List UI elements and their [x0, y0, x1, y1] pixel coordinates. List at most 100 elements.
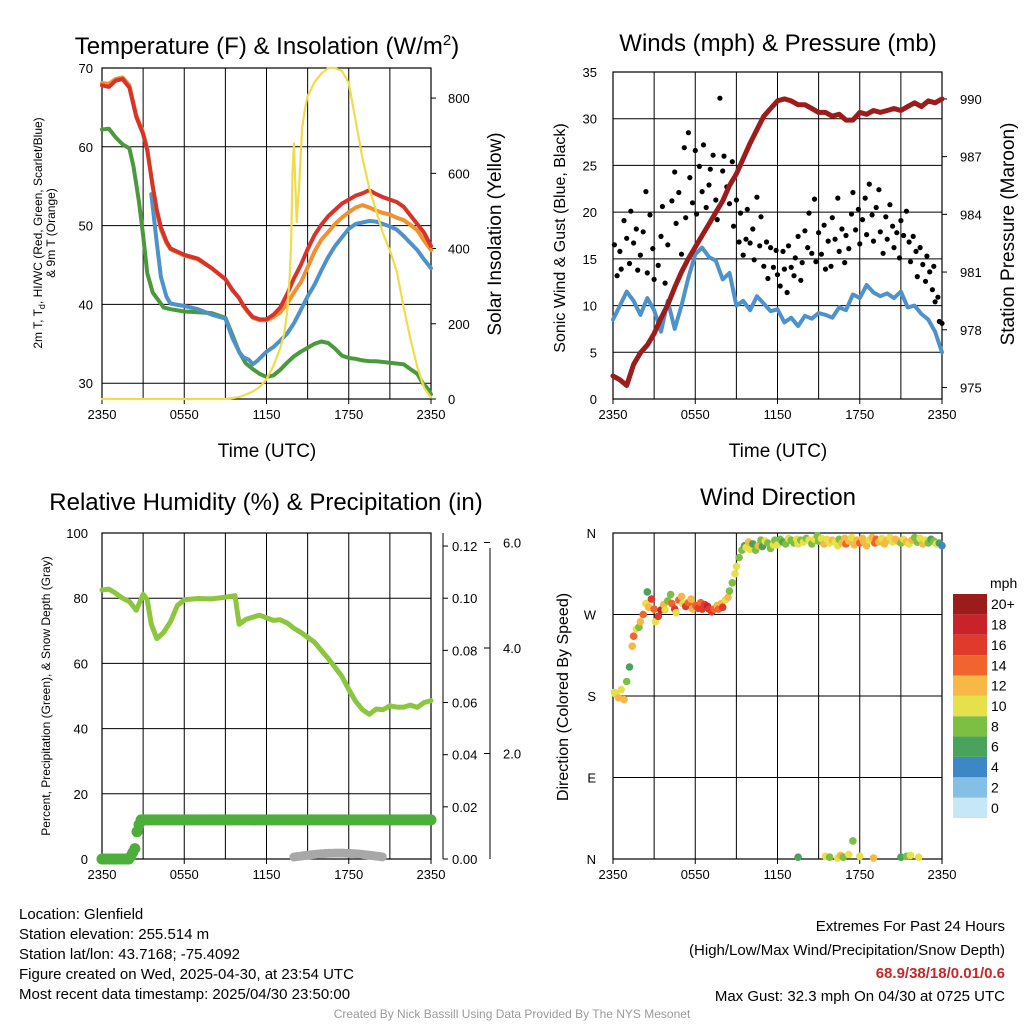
y-tick-label: 0	[81, 852, 88, 867]
direction-point	[639, 610, 647, 619]
temperature-panel: 2350 0550 1150 1750 2350 30 40 50 60 70 0 200 400 600…	[31, 32, 506, 462]
gust-point	[869, 212, 875, 218]
gust-point	[710, 152, 716, 158]
direction-point	[849, 837, 857, 845]
gust-point	[891, 245, 897, 251]
y2-tick-label: 0.02	[452, 800, 477, 815]
gust-point	[876, 187, 882, 193]
gust-point	[676, 189, 682, 196]
y-axis-label: Percent, Precipitation (Green), & Snow D…	[39, 556, 53, 835]
gust-point	[818, 251, 825, 257]
y-axis-label: Direction (Colored By Speed)	[555, 593, 572, 801]
direction-point	[666, 590, 675, 599]
humidity-line	[99, 586, 434, 717]
x-tick-label: 2350	[417, 867, 446, 882]
gust-point	[750, 226, 756, 232]
gust-point	[773, 247, 779, 253]
colorbar-label: 18	[991, 617, 1007, 633]
x-tick-label: 1150	[764, 407, 792, 422]
gust-point	[624, 235, 630, 241]
gust-point	[765, 275, 771, 282]
direction-point	[906, 851, 915, 860]
x-tick-label: 0550	[681, 407, 710, 422]
y2-tick-label: 0.00	[452, 852, 477, 867]
direction-point	[856, 852, 864, 861]
gust-point	[669, 198, 675, 204]
gust-point	[721, 153, 727, 159]
gust-point	[788, 264, 794, 270]
x-tick-label: 1750	[334, 407, 363, 422]
gust-point	[633, 226, 639, 232]
y-tick-label: 40	[79, 297, 93, 312]
gust-point	[910, 233, 916, 239]
gust-point	[873, 204, 879, 211]
temp-series-line-0	[100, 126, 433, 397]
gust-point	[848, 211, 855, 217]
gust-point	[640, 229, 646, 235]
elevation-text: Station elevation: 255.514 m	[19, 926, 210, 943]
colorbar-label: 4	[991, 759, 999, 775]
x-tick-label: 0550	[681, 867, 710, 882]
gust-point	[829, 215, 835, 221]
created-text: Figure created on Wed, 2025-04-30, at 23…	[19, 966, 354, 983]
gust-point	[935, 294, 941, 300]
gust-point	[644, 270, 650, 276]
temp-series-line-1	[149, 192, 433, 367]
latlon-text: Station lat/lon: 43.7168; -75.4092	[19, 946, 241, 963]
gust-point	[784, 289, 790, 296]
direction-point	[622, 677, 631, 686]
gust-point	[651, 276, 657, 282]
chart-title: Relative Humidity (%) & Precipitation (i…	[49, 489, 482, 516]
direction-point	[718, 603, 727, 612]
chart-title: Wind Direction	[700, 484, 856, 511]
colorbar-label: 0	[991, 800, 999, 816]
y-axis-label: 2m T, Td, HI/WC (Red, Green, Scarlet/Blu…	[31, 117, 58, 348]
y-tick-label: S	[587, 689, 596, 704]
direction-point	[661, 606, 669, 614]
gust-point	[917, 245, 923, 251]
y-tick-label: 60	[74, 656, 88, 671]
gust-point	[740, 252, 746, 258]
chart-title: Temperature (F) & Insolation (W/m2)	[75, 32, 459, 60]
gust-point	[825, 238, 831, 244]
direction-point	[725, 587, 734, 595]
x-axis-label: Time (UTC)	[218, 441, 317, 462]
y-tick-label: 40	[74, 722, 88, 737]
gust-point	[922, 278, 929, 284]
direction-point	[672, 608, 680, 617]
y-tick-label: 70	[79, 61, 93, 76]
colorbar-swatch	[953, 756, 987, 778]
gust-point	[685, 130, 692, 136]
gust-point	[737, 210, 744, 216]
gust-point	[763, 239, 770, 245]
gust-point	[713, 197, 719, 203]
gust-point	[747, 240, 753, 246]
gust-point	[757, 243, 763, 249]
y-tick-label: 60	[79, 140, 93, 155]
gust-point	[621, 218, 627, 224]
gust-point	[809, 250, 815, 256]
gust-point	[785, 243, 792, 249]
gust-point	[672, 169, 678, 175]
gust-point	[681, 145, 687, 151]
gust-point	[774, 272, 781, 278]
gust-point	[754, 194, 760, 200]
colorbar-swatch	[953, 695, 987, 717]
gust-point	[720, 168, 726, 174]
x-tick-label: 2350	[599, 867, 628, 882]
y2-tick-label: 978	[960, 323, 982, 338]
y-tick-label: 20	[74, 787, 88, 802]
gust-point	[811, 196, 818, 202]
x-tick-label: 2350	[88, 407, 117, 422]
y2-tick-label: 600	[448, 166, 470, 181]
y3-tick-label: 6.0	[503, 536, 521, 551]
gust-point	[931, 263, 937, 269]
direction-point	[845, 850, 853, 859]
gust-point	[929, 287, 936, 293]
x-tick-label: 2350	[88, 867, 117, 882]
gust-point	[726, 201, 733, 207]
direction-point	[869, 854, 878, 862]
gust-point	[927, 269, 933, 275]
y2-tick-label: 800	[448, 91, 470, 106]
